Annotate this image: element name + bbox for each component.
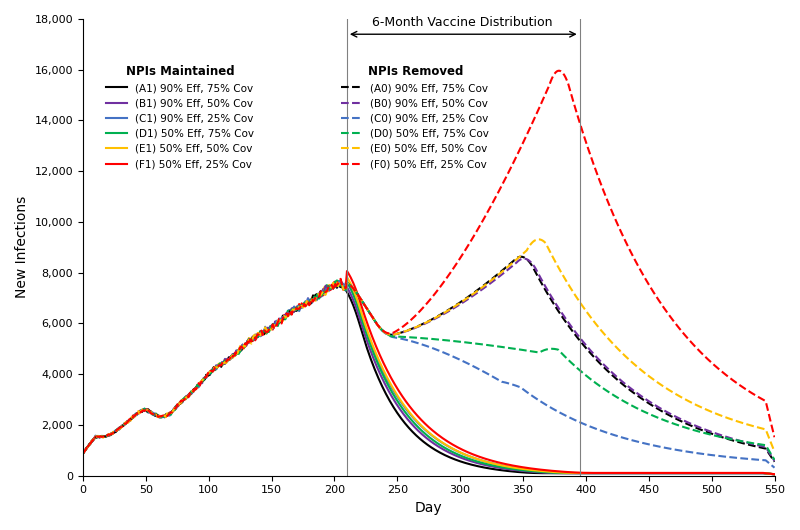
X-axis label: Day: Day — [415, 501, 442, 515]
Text: 6-Month Vaccine Distribution: 6-Month Vaccine Distribution — [373, 16, 553, 29]
Y-axis label: New Infections: New Infections — [15, 196, 29, 298]
Legend: (A0) 90% Eff, 75% Cov, (B0) 90% Eff, 50% Cov, (C0) 90% Eff, 25% Cov, (D0) 50% Ef: (A0) 90% Eff, 75% Cov, (B0) 90% Eff, 50%… — [337, 61, 494, 173]
